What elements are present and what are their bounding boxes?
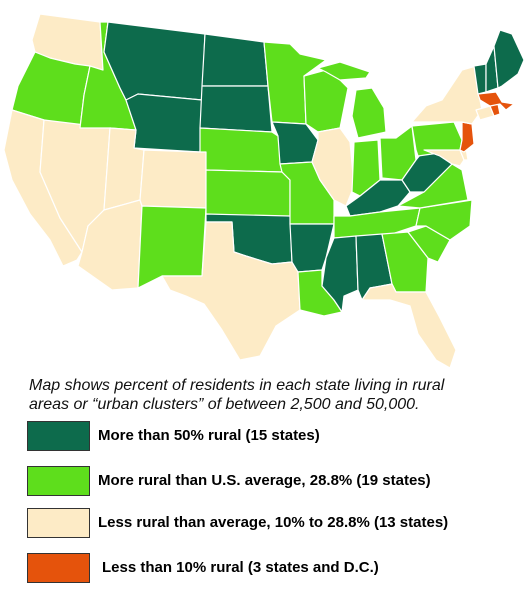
legend-swatch-above-average <box>27 466 90 496</box>
legend-item-rural-majority: More than 50% rural (15 states) <box>27 421 527 451</box>
state-tx <box>161 221 301 361</box>
legend-label-below-average: Less rural than average, 10% to 28.8% (1… <box>98 514 449 531</box>
state-nj <box>459 121 475 153</box>
state-sd <box>199 85 273 133</box>
legend-swatch-rural-majority <box>27 421 90 451</box>
legend-item-above-average: More rural than U.S. average, 28.8% (19 … <box>27 466 527 496</box>
map-caption: Map shows percent of residents in each s… <box>29 376 509 414</box>
state-fl <box>361 283 457 369</box>
map-caption-line-1: Map shows percent of residents in each s… <box>29 377 445 394</box>
legend-label-rural-majority: More than 50% rural (15 states) <box>98 427 320 444</box>
legend-swatch-below-average <box>27 508 90 538</box>
legend-item-under-ten: Less than 10% rural (3 states and D.C.) <box>27 553 527 583</box>
state-ma <box>477 91 515 111</box>
state-nd <box>201 33 269 87</box>
state-co <box>139 149 207 209</box>
us-states-map <box>3 13 525 369</box>
legend-label-above-average: More rural than U.S. average, 28.8% (19 … <box>98 472 431 489</box>
state-sc <box>407 225 451 263</box>
state-ny <box>411 65 483 125</box>
state-wy <box>125 93 203 153</box>
legend-label-under-ten: Less than 10% rural (3 states and D.C.) <box>102 559 379 576</box>
state-il <box>311 127 355 207</box>
state-ne <box>199 127 283 173</box>
legend-item-below-average: Less rural than average, 10% to 28.8% (1… <box>27 508 527 538</box>
state-me <box>493 29 525 89</box>
legend-swatch-under-ten <box>27 553 90 583</box>
state-mi <box>317 61 387 139</box>
map-caption-line-2: areas or “urban clusters” of between 2,5… <box>29 396 420 413</box>
